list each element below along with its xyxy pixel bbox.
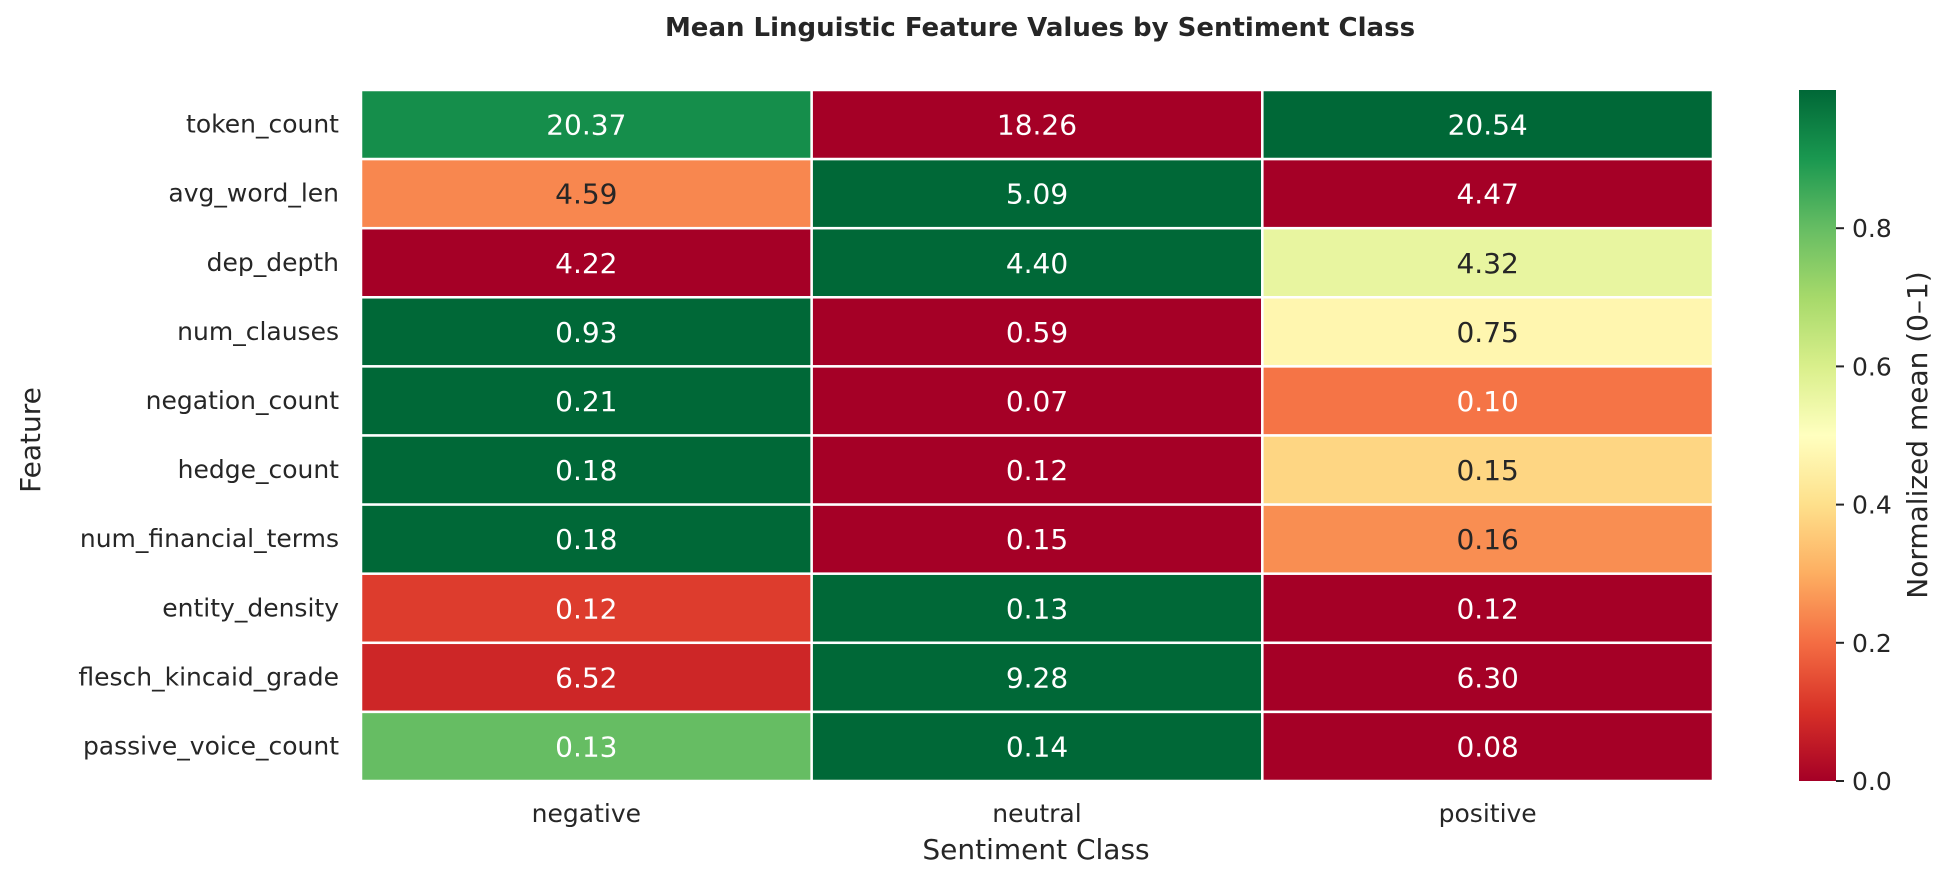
heatmap-cell-hedge_count-neutral: [810, 434, 1264, 506]
heatmap-cell-num_clauses-negative: [359, 296, 813, 368]
heatmap-cells: [359, 88, 1715, 783]
cell-annotation: 20.54: [1448, 109, 1528, 142]
heatmap-cell-num_clauses-positive: [1261, 296, 1715, 368]
cell-annotation: 0.07: [1006, 385, 1068, 418]
chart-title: Mean Linguistic Feature Values by Sentim…: [665, 13, 1415, 43]
colorbar-tick-label: 0.2: [1852, 629, 1892, 658]
colorbar-ticks: 0.0 0.2 0.4 0.6 0.8: [1836, 214, 1892, 796]
y-tick-label: dep_depth: [207, 248, 339, 277]
heatmap-cell-num_financial_terms-negative: [359, 503, 813, 575]
cell-annotation: 0.18: [555, 454, 617, 487]
heatmap-cell-dep_depth-neutral: [810, 226, 1264, 299]
cell-annotation: 5.09: [1006, 178, 1068, 211]
x-tick-label: neutral: [992, 799, 1081, 828]
y-tick-label: negation_count: [146, 386, 340, 415]
cell-annotation: 0.13: [555, 730, 617, 763]
y-tick-label: flesch_kincaid_grade: [78, 662, 339, 691]
heatmap-cell-token_count-neutral: [810, 88, 1264, 161]
cell-annotation: 20.37: [546, 109, 626, 142]
y-tick-label: avg_word_len: [168, 179, 339, 208]
x-tick-label: negative: [532, 799, 641, 828]
cell-annotation: 0.18: [555, 523, 617, 556]
cell-annotation: 4.59: [555, 178, 617, 211]
colorbar-tick-label: 0.6: [1852, 352, 1892, 381]
cell-annotation: 0.12: [1006, 454, 1068, 487]
y-tick-label: hedge_count: [178, 455, 340, 484]
colorbar-label: Normalized mean (0–1): [1901, 271, 1934, 598]
cell-annotation: 0.10: [1456, 385, 1518, 418]
cell-annotation: 0.15: [1006, 523, 1068, 556]
y-tick-label: num_clauses: [177, 317, 339, 346]
cell-annotation: 0.12: [555, 592, 617, 625]
cell-annotation: 0.14: [1006, 730, 1068, 763]
heatmap-cell-passive_voice_count-positive: [1261, 710, 1715, 783]
cell-annotation: 0.12: [1456, 592, 1518, 625]
x-tick-label: positive: [1439, 799, 1537, 828]
cell-annotation: 0.93: [555, 316, 617, 349]
y-tick-label: entity_density: [162, 593, 339, 622]
heatmap-cell-hedge_count-positive: [1261, 434, 1715, 506]
heatmap-cell-token_count-negative: [359, 88, 813, 161]
colorbar-gradient: [1799, 90, 1836, 781]
heatmap-cell-entity_density-neutral: [810, 572, 1264, 645]
y-axis-label: Feature: [14, 387, 47, 493]
heatmap-cell-negation_count-negative: [359, 365, 813, 437]
y-tick-label: token_count: [186, 110, 339, 139]
heatmap-cell-negation_count-positive: [1261, 365, 1715, 437]
cell-annotation: 4.47: [1456, 178, 1518, 211]
y-tick-label: passive_voice_count: [83, 731, 339, 760]
x-tick-labels: negative neutral positive: [532, 799, 1537, 828]
cell-annotation: 6.30: [1456, 661, 1518, 694]
heatmap-cell-negation_count-neutral: [810, 365, 1264, 437]
heatmap-cell-flesch_kincaid_grade-positive: [1261, 641, 1715, 714]
cell-annotation: 0.15: [1456, 454, 1518, 487]
cell-annotation: 0.21: [555, 385, 617, 418]
colorbar-tick-label: 0.8: [1852, 214, 1892, 243]
cell-annotation: 9.28: [1006, 661, 1068, 694]
heatmap-cell-hedge_count-negative: [359, 434, 813, 506]
cell-annotation: 0.08: [1456, 730, 1518, 763]
cell-annotation: 4.32: [1456, 247, 1518, 280]
cell-annotation: 0.59: [1006, 316, 1068, 349]
heatmap-cell-dep_depth-positive: [1261, 226, 1715, 299]
heatmap-annotations: 20.37 18.26 20.54 4.59 5.09 4.47 4.22 4.40 4.32 0…: [546, 109, 1528, 764]
cell-annotation: 4.22: [555, 247, 617, 280]
heatmap-cell-passive_voice_count-neutral: [810, 710, 1264, 783]
heatmap-cell-entity_density-positive: [1261, 572, 1715, 645]
cell-annotation: 0.16: [1456, 523, 1518, 556]
y-tick-labels: token_count avg_word_len dep_depth num_clau…: [78, 110, 339, 761]
y-tick-label: num_financial_terms: [80, 524, 339, 553]
cell-annotation: 4.40: [1006, 247, 1068, 280]
cell-annotation: 18.26: [997, 109, 1077, 142]
heatmap-cell-token_count-positive: [1261, 88, 1715, 161]
x-axis-label: Sentiment Class: [922, 833, 1149, 866]
cell-annotation: 0.75: [1456, 316, 1518, 349]
heatmap-cell-entity_density-negative: [359, 572, 813, 645]
cell-annotation: 0.13: [1006, 592, 1068, 625]
heatmap-cell-num_financial_terms-positive: [1261, 503, 1715, 575]
colorbar-tick-label: 0.4: [1852, 491, 1892, 520]
colorbar: 0.0 0.2 0.4 0.6 0.8 Normalized mean (0–1): [1799, 90, 1934, 796]
heatmap-cell-flesch_kincaid_grade-negative: [359, 641, 813, 714]
cell-annotation: 6.52: [555, 661, 617, 694]
colorbar-tick-label: 0.0: [1852, 767, 1892, 796]
heatmap-cell-flesch_kincaid_grade-neutral: [810, 641, 1264, 714]
